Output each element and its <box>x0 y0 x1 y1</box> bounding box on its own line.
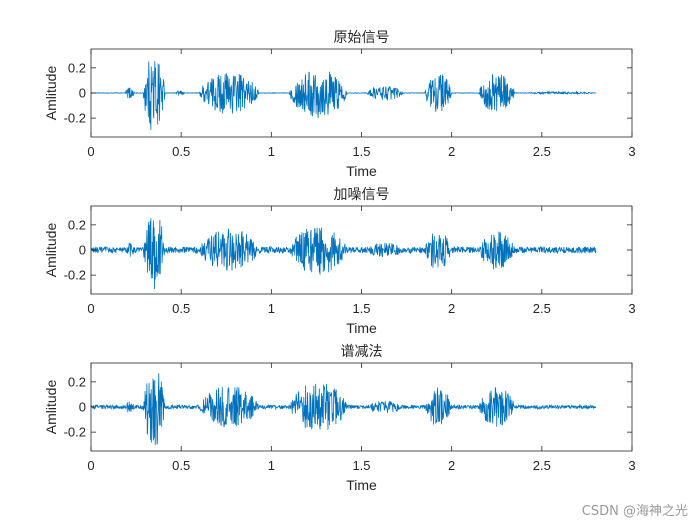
y-axis-label: Amlitude <box>43 223 59 278</box>
plot-title: 加噪信号 <box>334 186 390 202</box>
subplot-3: 0 0.5 1 1.5 2 2.5 3 0.2 0 -0.2 谱减法 Time Amlitude <box>43 343 636 493</box>
x-axis-label: Time <box>346 163 377 179</box>
x-tick-label: 2 <box>448 458 455 473</box>
x-tick-label: 0.5 <box>172 458 190 473</box>
y-tick-label: -0.2 <box>64 111 86 126</box>
x-tick-label: 1.5 <box>352 144 370 159</box>
y-tick-label: 0.2 <box>68 217 86 232</box>
waveform-line <box>90 373 597 446</box>
watermark: CSDN @海神之光 <box>581 504 688 519</box>
x-tick-label: 3 <box>628 144 635 159</box>
y-axis-label: Amlitude <box>43 66 59 121</box>
x-tick-label: 3 <box>628 458 635 473</box>
x-tick-label: 1 <box>268 144 275 159</box>
waveform-line <box>90 218 597 290</box>
y-tick-label: -0.2 <box>64 425 86 440</box>
y-tick-label: 0 <box>79 86 86 101</box>
y-tick-label: 0 <box>79 400 86 415</box>
x-tick-label: 2.5 <box>533 301 551 316</box>
x-tick-label: 0 <box>87 301 94 316</box>
x-tick-label: 1 <box>268 458 275 473</box>
x-tick-label: 0 <box>87 458 94 473</box>
x-tick-label: 0.5 <box>172 144 190 159</box>
x-tick-label: 0.5 <box>172 301 190 316</box>
x-tick-label: 2.5 <box>533 144 551 159</box>
x-tick-label: 2.5 <box>533 458 551 473</box>
x-tick-label: 2 <box>448 301 455 316</box>
x-axis-label: Time <box>346 320 377 336</box>
y-tick-label: 0.2 <box>68 60 86 75</box>
x-tick-label: 1 <box>268 301 275 316</box>
waveform-line <box>90 61 597 130</box>
y-axis-label: Amlitude <box>43 380 59 435</box>
x-tick-label: 3 <box>628 301 635 316</box>
x-tick-label: 1.5 <box>352 458 370 473</box>
subplot-1: 0 0.5 1 1.5 2 2.5 3 0.2 0 -0.2 原始信号 Time Amlitude <box>43 29 636 179</box>
y-tick-label: 0.2 <box>68 374 86 389</box>
y-tick-label: 0 <box>79 243 86 258</box>
plot-title: 谱减法 <box>341 343 383 359</box>
x-axis-label: Time <box>346 477 377 493</box>
x-tick-label: 1.5 <box>352 301 370 316</box>
x-tick-label: 2 <box>448 144 455 159</box>
x-tick-label: 0 <box>87 144 94 159</box>
y-tick-label: -0.2 <box>64 268 86 283</box>
plot-title: 原始信号 <box>334 29 390 45</box>
subplot-2: 0 0.5 1 1.5 2 2.5 3 0.2 0 -0.2 加噪信号 Time Amlitude <box>43 186 636 336</box>
